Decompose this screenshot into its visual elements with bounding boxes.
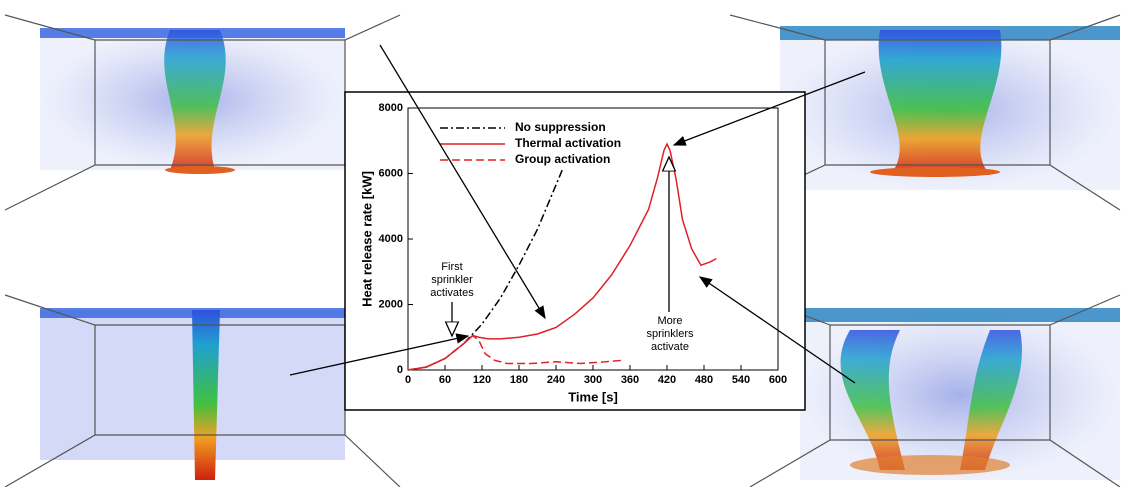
x-tick-label: 240 [547, 374, 565, 386]
x-tick-label: 600 [769, 374, 787, 386]
sim-panel-bottom-left [4, 294, 401, 487]
y-tick-label: 8000 [379, 102, 403, 114]
x-tick-label: 540 [732, 374, 750, 386]
line [407, 334, 624, 371]
x-tick-label: 60 [439, 374, 451, 386]
sim-panel-top-left [4, 14, 401, 211]
x-tick-label: 300 [584, 374, 602, 386]
x-tick-label: 420 [658, 374, 676, 386]
arrows [289, 44, 866, 384]
legend-label: No suppression [515, 120, 606, 134]
x-tick-label: 0 [405, 374, 411, 386]
x-tick-label: 120 [473, 374, 491, 386]
x-tick-label: 360 [621, 374, 639, 386]
chart-frame [344, 91, 806, 411]
x-tick-label: 480 [695, 374, 713, 386]
y-tick-label: 2000 [379, 298, 403, 310]
plot: 0 60 120 180 240 300 360 420 480 540 6000200040006… [379, 102, 788, 386]
sim-panel-bottom-right [749, 294, 1121, 487]
legend-label: Thermal activation [515, 136, 621, 150]
legend-label: Group activation [515, 152, 610, 166]
sim-panel-top-right [729, 14, 1121, 211]
y-axis-label: Heat release rate [kW] [359, 171, 374, 307]
annotation: More sprinklers activate [646, 315, 694, 353]
x-tick-label: 180 [510, 374, 528, 386]
x-axis-label: Time [s] [568, 389, 618, 404]
y-tick-label: 6000 [379, 167, 403, 179]
y-tick-label: 0 [397, 364, 403, 376]
y-tick-label: 4000 [379, 233, 403, 245]
annotation: First sprinkler activates [430, 261, 474, 299]
